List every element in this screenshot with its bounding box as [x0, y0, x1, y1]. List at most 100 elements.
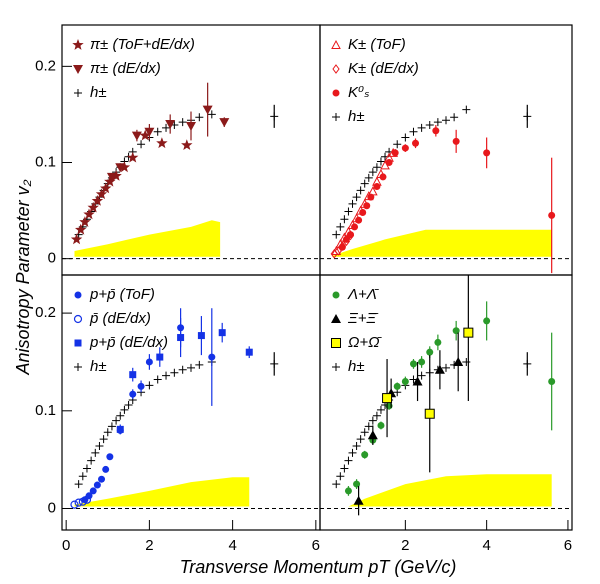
marker-circle — [85, 492, 93, 500]
marker-circle — [344, 487, 352, 495]
marker-star — [156, 137, 168, 149]
marker-square — [129, 371, 137, 379]
marker-cross — [442, 363, 450, 372]
marker-cross — [462, 105, 471, 114]
marker-cross — [87, 456, 96, 465]
legend-label: h± — [348, 108, 365, 125]
marker-triangle — [353, 495, 364, 505]
legend-label: h± — [348, 358, 365, 375]
x-tick-label: 6 — [564, 537, 572, 554]
marker-cross — [178, 365, 187, 374]
marker-triangle — [412, 376, 423, 386]
systematic-band — [348, 474, 552, 507]
marker-circle — [74, 498, 83, 507]
marker-cross — [195, 360, 204, 369]
y-tick-label: 0.2 — [35, 304, 56, 321]
marker-cross — [360, 428, 369, 437]
marker-circle — [401, 144, 409, 152]
marker-cross — [74, 480, 83, 489]
marker-cross — [450, 113, 459, 122]
marker-star — [95, 188, 108, 200]
marker-cross — [187, 363, 195, 372]
marker-cross — [409, 127, 418, 136]
marker-square — [463, 327, 474, 338]
marker-circle — [361, 451, 369, 459]
marker-circle — [385, 159, 393, 166]
marker-square — [245, 348, 253, 356]
marker-circle — [70, 500, 79, 509]
marker-circle — [452, 137, 460, 145]
marker-triangle — [331, 314, 341, 323]
legend-label: h± — [90, 84, 107, 101]
legend-label: Λ+Λ̄ — [347, 286, 380, 303]
marker-circle — [73, 314, 83, 324]
marker-circle — [332, 291, 340, 299]
legend-label: h± — [90, 358, 107, 375]
marker-cross — [523, 112, 532, 121]
marker-triangle — [202, 105, 213, 115]
marker-square — [218, 329, 226, 337]
marker-circle — [373, 183, 381, 191]
marker-circle — [106, 453, 114, 461]
marker-circle — [129, 390, 137, 398]
x-tick-label: 6 — [312, 537, 320, 554]
marker-circle — [434, 338, 442, 346]
marker-cross — [340, 464, 349, 473]
plot-area — [62, 82, 320, 260]
marker-star — [127, 151, 139, 163]
systematic-band — [74, 220, 221, 257]
marker-cross — [270, 359, 279, 368]
marker-star — [72, 39, 84, 50]
marker-star — [79, 216, 91, 227]
marker-cross — [112, 416, 121, 425]
y-tick-label: 0.2 — [35, 57, 56, 74]
y-tick-label: 0.1 — [35, 402, 56, 419]
marker-circle — [332, 89, 340, 97]
x-axis-label: Transverse Momentum pT (GeV/c) — [180, 557, 457, 577]
marker-cross — [332, 230, 341, 239]
marker-square — [424, 408, 435, 419]
marker-triangle — [115, 163, 126, 173]
marker-cross — [137, 140, 146, 149]
marker-circle — [426, 348, 434, 356]
marker-cross — [372, 411, 381, 420]
marker-cross — [332, 113, 340, 121]
marker-circle — [346, 231, 354, 239]
marker-cross — [442, 116, 450, 125]
marker-triangle — [165, 120, 176, 130]
marker-cross — [82, 464, 91, 473]
marker-triangle — [144, 127, 155, 137]
y-tick-label: 0 — [48, 499, 56, 516]
marker-cross — [344, 456, 353, 465]
marker-cross — [425, 121, 434, 129]
marker-circle — [409, 360, 417, 368]
marker-cross — [376, 157, 385, 166]
marker-cross — [270, 112, 279, 121]
marker-cross — [352, 193, 361, 202]
marker-star — [118, 161, 131, 173]
marker-cross — [376, 405, 385, 414]
marker-circle — [391, 149, 399, 157]
marker-cross — [401, 133, 410, 142]
marker-cross — [116, 411, 125, 420]
marker-circle — [338, 243, 346, 251]
y-axis-label: Anisotropy Parameter v₂ — [13, 179, 33, 375]
legend-label: p̄ (dE/dx) — [89, 310, 151, 327]
marker-cross — [340, 215, 349, 224]
marker-cross — [124, 400, 133, 409]
legend-label: K± (ToF) — [348, 36, 406, 53]
marker-triangle — [186, 121, 196, 131]
marker-circle — [363, 202, 371, 210]
marker-cross — [178, 118, 187, 127]
marker-circle — [137, 382, 145, 390]
marker-circle — [351, 223, 359, 231]
legend-label: p+p̄ (ToF) — [89, 286, 155, 303]
marker-triangle — [131, 131, 142, 141]
marker-circle — [145, 358, 153, 366]
marker-cross — [91, 448, 100, 457]
marker-square — [382, 393, 393, 404]
legend-label: p+p̄ (dE/dx) — [89, 334, 168, 351]
marker-circle — [89, 487, 97, 495]
x-tick-label: 2 — [145, 537, 153, 554]
